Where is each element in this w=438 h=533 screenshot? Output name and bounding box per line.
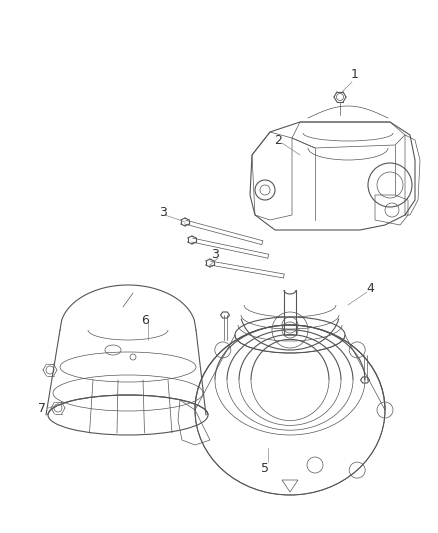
Text: 5: 5 <box>261 462 269 474</box>
Text: 2: 2 <box>274 133 282 147</box>
Text: 3: 3 <box>211 248 219 262</box>
Text: 4: 4 <box>366 281 374 295</box>
Text: 7: 7 <box>38 401 46 415</box>
Text: 6: 6 <box>141 313 149 327</box>
Text: 3: 3 <box>159 206 167 220</box>
Text: 1: 1 <box>351 69 359 82</box>
